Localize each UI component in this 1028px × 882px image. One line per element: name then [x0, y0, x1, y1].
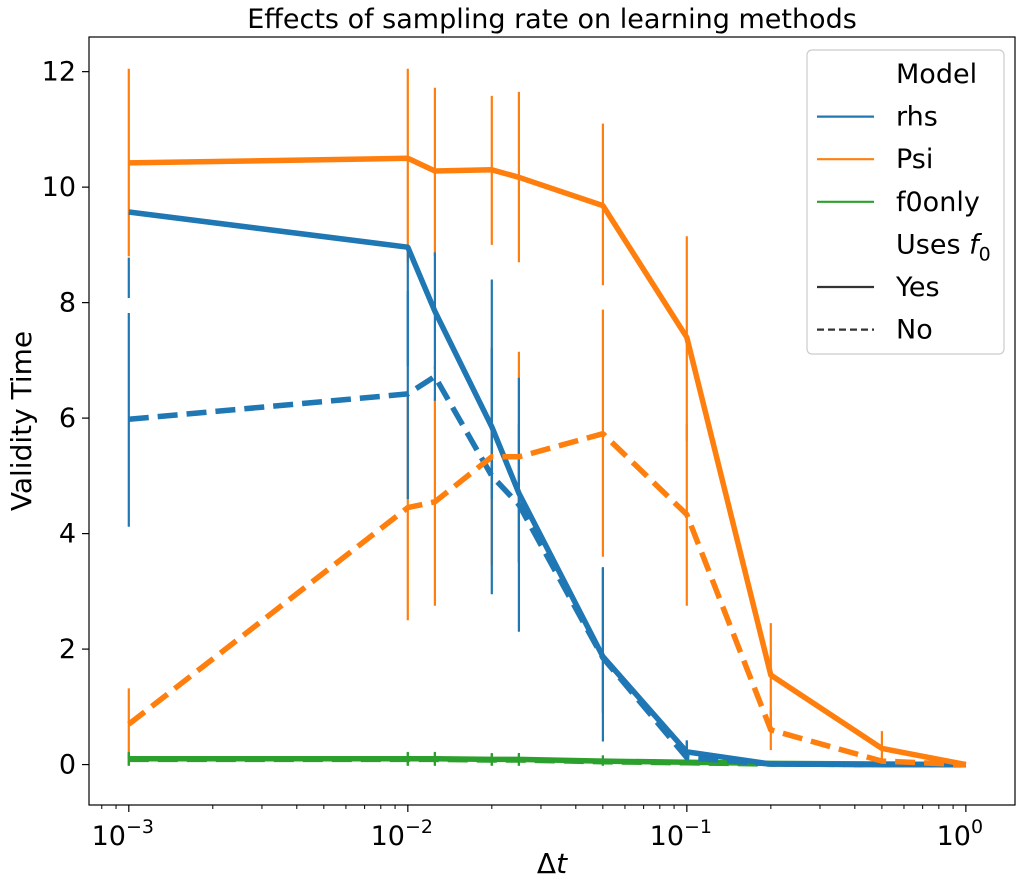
axes-frame: [88, 36, 1016, 806]
legend-label: Model: [896, 59, 977, 90]
y-axis: 0 2 4 6 8 10 12: [42, 57, 89, 781]
x-axis: 10−3 10−2 10−1 100: [92, 805, 983, 852]
legend-label: Yes: [895, 272, 940, 303]
plot-area: [127, 68, 967, 768]
legend-box: [806, 49, 1005, 355]
legend-label: Uses f0: [896, 229, 991, 265]
x-tick-label: 100: [937, 816, 983, 852]
y-tick-label: 8: [59, 288, 76, 319]
legend-label: rhs: [896, 102, 938, 133]
legend: Model rhs Psi f0only Uses f0 Yes No: [806, 49, 1005, 355]
y-tick-label: 4: [59, 519, 76, 550]
errorbars-rhs-yes: [127, 250, 772, 765]
y-tick-label: 10: [42, 172, 76, 203]
y-tick-label: 2: [59, 634, 76, 665]
errorbars-Psi-no: [127, 309, 884, 765]
x-tick-label: 10−2: [371, 816, 433, 852]
legend-label: No: [896, 315, 933, 346]
errorbars-rhs-no: [127, 279, 772, 765]
y-tick-label: 6: [59, 403, 76, 434]
x-tick-label: 10−3: [92, 816, 154, 852]
legend-label: f0only: [896, 187, 980, 218]
y-tick-label: 12: [42, 57, 76, 88]
chart-title: Effects of sampling rate on learning met…: [247, 4, 857, 35]
series-line-Psi-no: [127, 430, 967, 768]
series-line-Psi-yes: [128, 155, 967, 768]
series-line-rhs-no: [128, 373, 966, 768]
x-tick-label: 10−1: [650, 816, 712, 852]
y-axis-label: Validity Time: [5, 331, 38, 511]
legend-label: Psi: [896, 144, 933, 175]
y-tick-label: 0: [59, 750, 76, 781]
x-axis-label: Δt: [537, 847, 568, 880]
